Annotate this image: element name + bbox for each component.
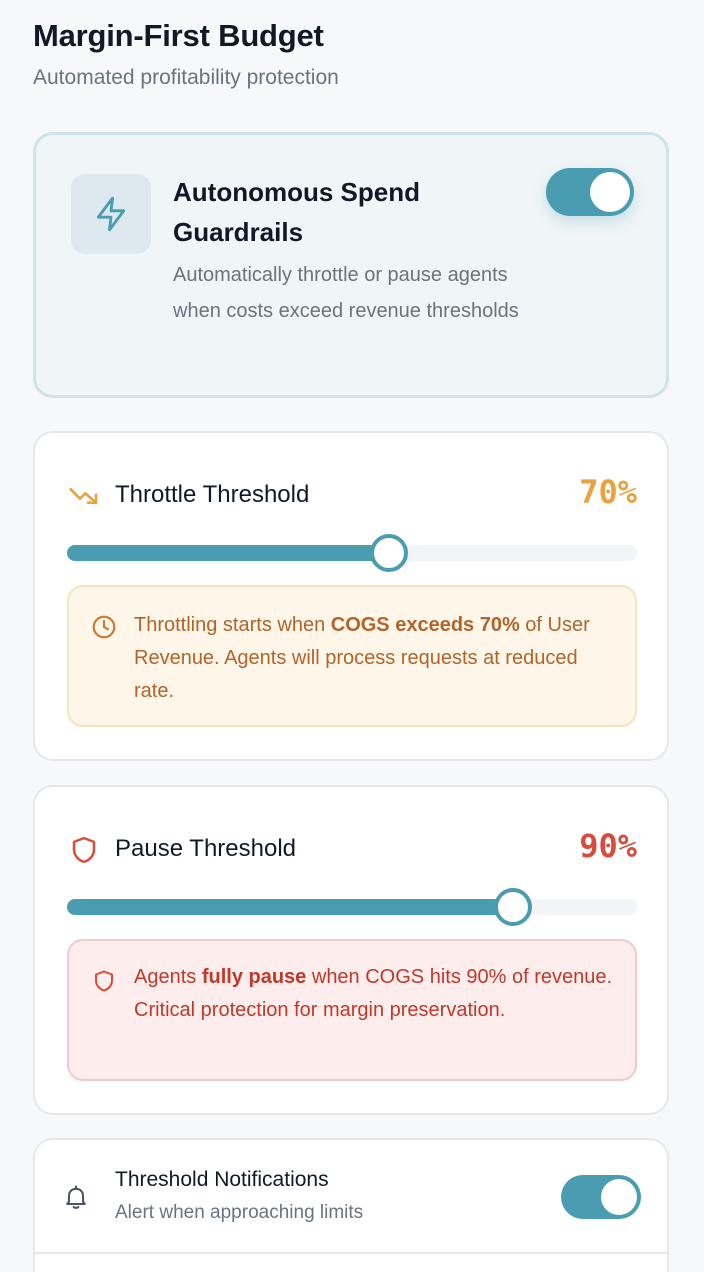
- slider-thumb[interactable]: [493, 888, 532, 926]
- pause-info-note: Agents fully pause when COGS hits 90% of…: [67, 939, 637, 1081]
- toggle-knob: [590, 172, 630, 212]
- page-header: Margin-First Budget Automated profitabil…: [33, 18, 339, 90]
- notifications-toggle[interactable]: [561, 1175, 641, 1219]
- slider-fill: [67, 899, 513, 915]
- throttle-threshold-value: 70%: [579, 473, 637, 511]
- notifications-card: Threshold Notifications Alert when appro…: [33, 1138, 669, 1272]
- throttle-note-bold: COGS exceeds 70%: [330, 614, 520, 636]
- pause-threshold-label: Pause Threshold: [115, 835, 297, 862]
- page-subtitle: Automated profitability protection: [33, 66, 339, 89]
- guardrails-toggle[interactable]: [546, 168, 634, 216]
- shield-icon: [90, 967, 118, 995]
- divider: [35, 1252, 667, 1254]
- bell-icon: [59, 1180, 93, 1214]
- notifications-description: Alert when approaching limits: [115, 1202, 364, 1223]
- guardrails-title: Autonomous Spend Guardrails: [173, 177, 420, 247]
- pause-threshold-card: Pause Threshold 90% Agents fully pause w…: [33, 785, 669, 1115]
- guardrails-card: Autonomous Spend Guardrails Automaticall…: [33, 132, 669, 398]
- slider-fill: [67, 545, 390, 561]
- throttle-info-note: Throttling starts when COGS exceeds 70% …: [67, 585, 637, 727]
- pause-note-bold: fully pause: [201, 966, 307, 988]
- trending-down-icon: [67, 479, 101, 513]
- guardrails-description: Automatically throttle or pause agents w…: [173, 264, 519, 322]
- clock-icon: [90, 613, 118, 641]
- notifications-title: Threshold Notifications: [115, 1168, 329, 1191]
- pause-note-prefix: Agents: [134, 966, 202, 988]
- pause-note-suffix: when COGS hits 90% of revenue. Critical …: [134, 966, 613, 1021]
- shield-icon: [67, 833, 101, 867]
- pause-threshold-value: 90%: [579, 827, 637, 865]
- throttle-note-prefix: Throttling starts when: [134, 614, 331, 636]
- pause-threshold-slider[interactable]: [67, 888, 637, 926]
- throttle-threshold-slider[interactable]: [67, 534, 637, 572]
- page-title: Margin-First Budget: [33, 18, 324, 53]
- slider-thumb[interactable]: [370, 534, 409, 572]
- lightning-icon: [71, 174, 151, 254]
- toggle-knob: [601, 1179, 637, 1215]
- throttle-threshold-card: Throttle Threshold 70% Throttling starts…: [33, 431, 669, 761]
- throttle-threshold-label: Throttle Threshold: [115, 481, 310, 508]
- throttle-note-suffix: of User Revenue. Agents will process req…: [134, 614, 590, 702]
